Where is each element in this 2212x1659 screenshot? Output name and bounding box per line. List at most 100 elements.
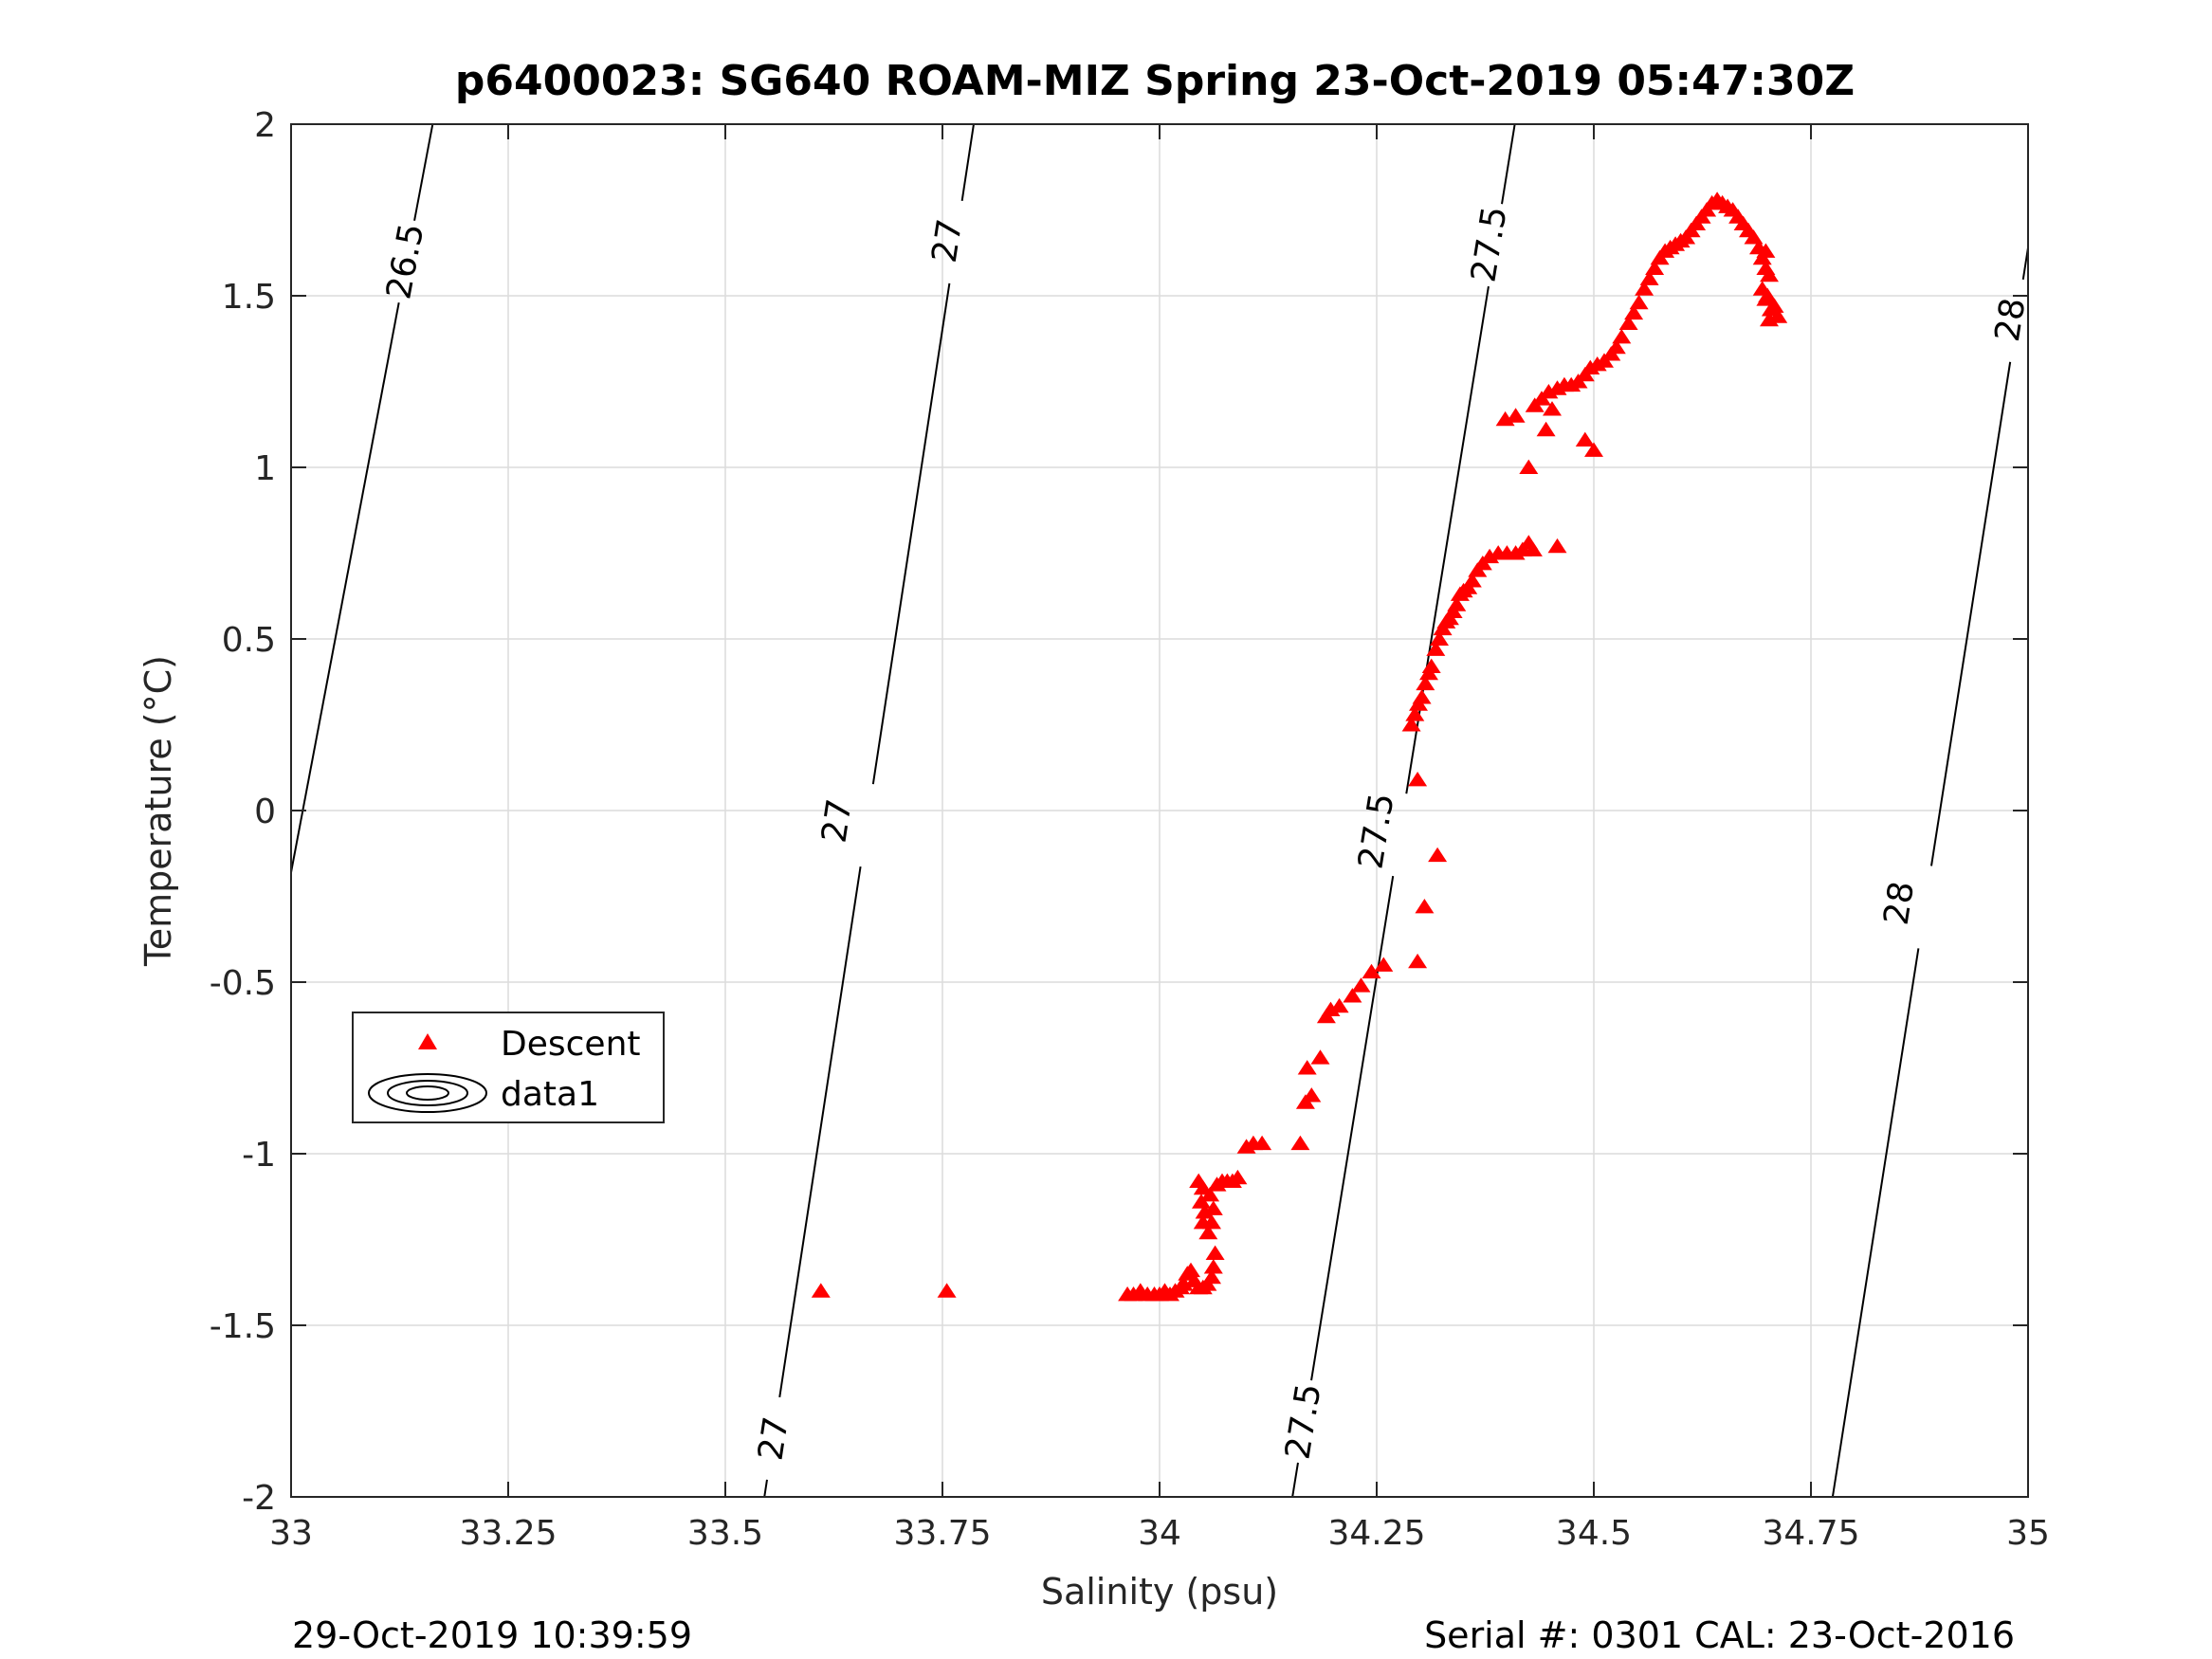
- x-tick-label: 34.75: [1762, 1514, 1859, 1553]
- descent-point: [1412, 689, 1432, 704]
- x-tick-label: 33: [269, 1514, 313, 1553]
- y-tick-label: -1.5: [210, 1307, 276, 1346]
- descent-point: [1758, 287, 1778, 302]
- y-tick-label: 0: [254, 793, 276, 831]
- descent-point: [1362, 963, 1381, 979]
- contour-line-27: [871, 283, 951, 785]
- descent-point: [937, 1283, 957, 1298]
- y-tick-label: 1.5: [222, 278, 276, 317]
- y-tick-label: -0.5: [210, 964, 276, 1003]
- descent-point: [1401, 717, 1421, 732]
- descent-point: [1760, 311, 1779, 327]
- x-tick-label: 34: [1138, 1514, 1181, 1553]
- x-tick-label: 33.75: [893, 1514, 991, 1553]
- contour-line-27.5: [1501, 123, 1516, 205]
- contour-label-27: 27: [925, 216, 970, 264]
- descent-point: [1756, 243, 1776, 258]
- contour-line-27.5: [1291, 1462, 1299, 1498]
- descent-point: [1430, 630, 1449, 646]
- x-tick-label: 34.25: [1327, 1514, 1425, 1553]
- descent-point: [1575, 431, 1595, 447]
- descent-point: [1764, 298, 1784, 313]
- y-tick-label: -2: [242, 1479, 276, 1518]
- contour-line-27.5: [1310, 875, 1395, 1381]
- x-tick-label: 35: [2006, 1514, 2050, 1553]
- descent-point: [1645, 260, 1665, 275]
- descent-point: [1416, 675, 1435, 691]
- descent-point: [1744, 229, 1764, 245]
- descent-point: [811, 1283, 831, 1298]
- descent-point: [1408, 953, 1428, 969]
- descent-point: [1519, 459, 1539, 474]
- descent-point: [1618, 315, 1638, 330]
- descent-point: [1639, 270, 1659, 285]
- footer-timestamp: 29-Oct-2019 10:39:59: [292, 1614, 692, 1656]
- descent-point: [1351, 977, 1371, 993]
- contour-label-28: 28: [1877, 879, 1923, 928]
- descent-point: [1421, 658, 1441, 673]
- x-tick-label: 33.25: [459, 1514, 557, 1553]
- contour-line-26.5: [413, 123, 434, 221]
- legend-contour-icon: [368, 1073, 487, 1113]
- descent-point: [1629, 294, 1649, 310]
- contour-line-27: [778, 866, 862, 1398]
- descent-point: [1523, 541, 1543, 556]
- grid: [290, 123, 2029, 1498]
- y-tick-label: -1: [242, 1136, 276, 1175]
- descent-point: [1343, 988, 1362, 1003]
- legend-triangle-marker: [418, 1033, 437, 1049]
- descent-point: [1310, 1049, 1330, 1065]
- legend: Descent data1: [352, 1012, 665, 1123]
- descent-point: [1635, 281, 1654, 296]
- descent-point: [1203, 1200, 1223, 1215]
- legend-box: [352, 1012, 665, 1123]
- descent-point: [1228, 1169, 1248, 1185]
- y-axis-label: Temperature (°C): [137, 655, 179, 967]
- descent-series: [811, 191, 1788, 1302]
- contour-line-28: [1930, 361, 2012, 866]
- descent-point: [1181, 1262, 1200, 1278]
- descent-point: [1584, 442, 1603, 457]
- descent-point: [1536, 421, 1556, 437]
- descent-point: [1302, 1087, 1322, 1103]
- descent-point: [1624, 304, 1644, 320]
- legend-label-data1: data1: [501, 1075, 599, 1114]
- descent-point: [1205, 1245, 1225, 1260]
- descent-point: [1543, 401, 1562, 416]
- legend-label-descent: Descent: [501, 1025, 641, 1064]
- contour-label-28: 28: [1988, 296, 2034, 345]
- contour-label-27: 27: [752, 1414, 796, 1463]
- descent-point: [1447, 596, 1467, 611]
- descent-point: [1290, 1135, 1310, 1151]
- descent-point: [1612, 329, 1632, 344]
- x-tick-label: 34.5: [1556, 1514, 1632, 1553]
- x-axis-label: Salinity (psu): [1041, 1571, 1278, 1613]
- chart-title: p6400023: SG640 ROAM-MIZ Spring 23-Oct-2…: [455, 57, 1855, 105]
- descent-point: [1198, 1224, 1218, 1240]
- contour-line-26.5: [290, 302, 400, 873]
- descent-point: [1202, 1268, 1221, 1285]
- descent-point: [1426, 641, 1446, 656]
- y-tick-label: 0.5: [222, 621, 276, 660]
- footer-serial-cal: Serial #: 0301 CAL: 23-Oct-2016: [1424, 1614, 2015, 1656]
- contour-line-27: [763, 1479, 768, 1498]
- descent-point: [1462, 573, 1482, 588]
- contour-line-27: [960, 123, 975, 202]
- descent-point: [1415, 899, 1435, 914]
- y-tick-label: 1: [254, 449, 276, 488]
- descent-point: [1547, 538, 1567, 554]
- contour-line-28: [1831, 948, 1920, 1498]
- descent-point: [1374, 957, 1394, 972]
- y-tick-label: 2: [254, 106, 276, 145]
- descent-point: [1200, 1187, 1220, 1202]
- descent-point: [1408, 772, 1428, 787]
- x-tick-label: 33.5: [687, 1514, 763, 1553]
- descent-point: [1202, 1214, 1221, 1230]
- descent-point: [1606, 338, 1626, 355]
- descent-point: [1329, 997, 1349, 1013]
- descent-point: [1203, 1259, 1223, 1274]
- contour-label-27: 27: [814, 796, 859, 845]
- descent-point: [1405, 706, 1425, 721]
